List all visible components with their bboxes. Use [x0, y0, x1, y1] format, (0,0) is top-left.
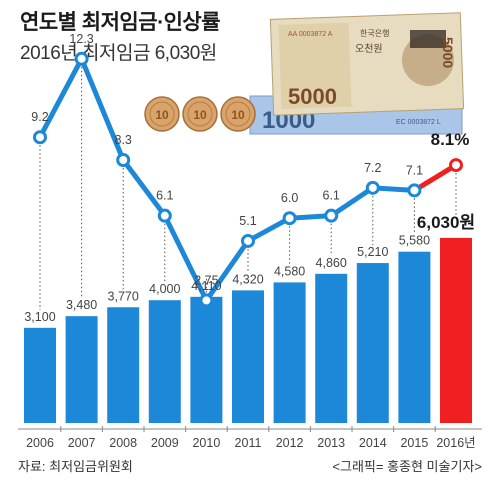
- banknote-bank-name: 한국은행: [360, 28, 389, 38]
- line-series-highlight-segment: [411, 162, 459, 193]
- line-label-2006: 9.2: [31, 110, 48, 124]
- line-point-2007: [74, 51, 89, 66]
- line-point-2016년: [449, 158, 463, 173]
- line-point-2010: [199, 293, 214, 308]
- x-label-2008: 2008: [109, 436, 137, 450]
- line-point-2008: [116, 153, 131, 168]
- coin-1-value: 10: [155, 108, 169, 122]
- line-point-2015: [407, 183, 422, 198]
- banknote-5000-side-value: 5000: [440, 37, 456, 68]
- banknote-5000-pattern: [278, 22, 352, 110]
- x-label-2009: 2009: [151, 436, 179, 450]
- x-label-2007: 2007: [68, 436, 96, 450]
- bar-2015: [398, 251, 431, 423]
- bar-label-2011: 4,320: [232, 272, 263, 286]
- source-note: 자료: 최저임금위원회: [18, 459, 133, 474]
- coin-2: 10: [182, 96, 218, 132]
- x-label-2012: 2012: [276, 436, 304, 450]
- bar-2013: [315, 273, 348, 423]
- x-label-2014: 2014: [359, 436, 387, 450]
- line-label-2010: 2.75: [194, 273, 218, 287]
- x-label-2011: 2011: [235, 436, 262, 450]
- line-point-2006: [33, 130, 47, 145]
- bar-label-2014: 5,210: [357, 245, 388, 259]
- line-label-2015: 7.1: [406, 163, 423, 177]
- x-label-2013: 2013: [317, 436, 345, 450]
- bar-label-2008: 3,770: [108, 289, 139, 303]
- coin-3: 10: [220, 96, 256, 132]
- coin-1: 10: [144, 96, 180, 132]
- banknote-5000-serial: AA 0003872 A: [288, 31, 333, 38]
- line-point-2013: [324, 208, 339, 223]
- bar-2008: [107, 307, 140, 423]
- x-label-2015: 2015: [400, 436, 428, 450]
- bar-label-2013: 4,860: [316, 256, 347, 270]
- bar-2016년: [440, 237, 472, 423]
- line-label-2013: 6.1: [323, 189, 340, 203]
- x-label-2006: 2006: [26, 436, 54, 450]
- coin-2-value: 10: [193, 108, 207, 122]
- bar-label-2012: 4,580: [274, 264, 305, 278]
- line-series-path: [37, 56, 415, 303]
- bar-2009: [148, 300, 181, 423]
- line-label-2007: 12.3: [69, 32, 93, 46]
- bar-label-2015: 5,580: [399, 234, 430, 248]
- bar-2012: [273, 282, 306, 423]
- banknote-denomination-text: 오천원: [355, 43, 383, 55]
- chart-title: 연도별 최저임금·인상률: [20, 11, 221, 34]
- line-label-2008: 8.3: [115, 133, 132, 147]
- bar-2006: [24, 327, 56, 423]
- line-label-2009: 6.1: [156, 189, 173, 203]
- bar-2011: [232, 290, 264, 423]
- x-label-2016년: 2016년: [436, 436, 475, 450]
- bar-label-2007: 3,480: [66, 298, 97, 312]
- bar-2014: [356, 263, 389, 423]
- portrait-hat: [410, 30, 446, 48]
- bar-label-2010: 4,110: [191, 279, 221, 293]
- plot-group: 9.2 12.3 8.3 6.1 2.75 5.1 6.0 6.1 7.2 7.1 8.1% 3,10…: [18, 32, 482, 450]
- line-point-2011: [241, 233, 255, 248]
- bar-label-2006: 3,100: [24, 310, 55, 324]
- line-point-2009: [157, 208, 172, 223]
- coin-3-value: 10: [231, 108, 245, 122]
- line-label-2011: 5.1: [239, 214, 256, 228]
- line-point-2012: [282, 211, 297, 226]
- banknote-1000-serial: EC 0003872 L: [396, 119, 441, 126]
- line-point-2014: [365, 180, 380, 195]
- line-label-2012: 6.0: [281, 191, 298, 205]
- bar-2007: [65, 316, 98, 423]
- banknote-5000-value: 5000: [288, 84, 337, 109]
- line-label-2016년: 8.1%: [431, 130, 470, 149]
- bar-label-2009: 4,000: [149, 282, 180, 296]
- graphic-credit: <그래픽= 홍종현 미술기자>: [332, 459, 482, 474]
- money-illustration: 1000 EC 0003872 L AA 0003872 A 한국은행 오천원 …: [144, 12, 465, 135]
- bar-2010: [190, 296, 223, 423]
- chart-subtitle: 2016년 최저임금 6,030원: [20, 43, 217, 64]
- x-label-2010: 2010: [192, 436, 220, 450]
- bar-label-2016년: 6,030원: [417, 213, 475, 232]
- line-label-2014: 7.2: [364, 161, 381, 175]
